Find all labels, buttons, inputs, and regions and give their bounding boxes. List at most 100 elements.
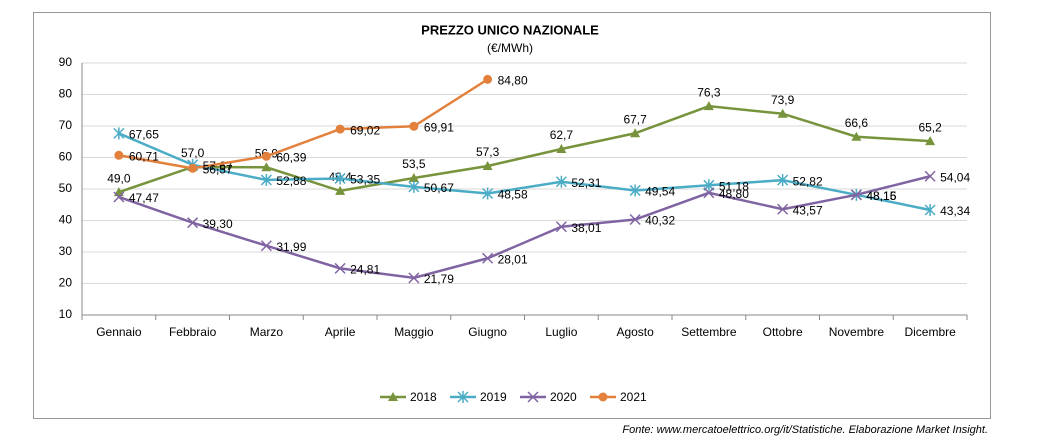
marker [113, 191, 125, 203]
marker [482, 187, 494, 200]
marker [261, 151, 271, 161]
data-label: 21,79 [424, 272, 454, 286]
data-label: 48,16 [866, 189, 896, 203]
y-tick-label: 90 [59, 55, 73, 69]
x-tick-label: Marzo [250, 325, 284, 339]
legend-label: 2018 [410, 390, 437, 404]
marker [924, 203, 936, 216]
marker [335, 124, 345, 134]
marker [334, 172, 346, 185]
data-label: 84,80 [498, 74, 528, 88]
data-label: 40,32 [645, 214, 675, 228]
y-tick-label: 50 [59, 181, 73, 195]
marker [260, 240, 272, 252]
marker [483, 74, 493, 84]
data-label: 76,3 [697, 85, 721, 99]
marker [482, 161, 493, 171]
x-tick-label: Settembre [681, 325, 737, 339]
legend-item: 2021 [590, 390, 647, 404]
data-label: 54,04 [940, 170, 970, 184]
marker [335, 185, 346, 195]
source-note: Fonte: www.mercatoelettrico.org/it/Stati… [622, 424, 988, 436]
data-label: 51,18 [719, 179, 749, 193]
marker [555, 175, 567, 188]
data-label: 43,34 [940, 204, 970, 218]
data-label: 60,39 [276, 150, 306, 164]
data-label: 67,65 [129, 128, 159, 142]
data-label: 48,80 [719, 187, 749, 201]
data-label: 57,3 [476, 145, 500, 159]
marker [388, 392, 398, 401]
data-label: 43,57 [793, 203, 823, 217]
chart-title: PREZZO UNICO NAZIONALE [421, 22, 599, 37]
x-tick-label: Ottobre [763, 325, 803, 339]
data-label: 49,54 [645, 185, 675, 199]
data-label: 52,31 [571, 176, 601, 190]
marker [851, 131, 862, 141]
marker [261, 162, 272, 172]
data-label: 39,30 [203, 217, 233, 231]
legend-label: 2020 [550, 390, 577, 404]
data-label: 62,7 [550, 128, 574, 142]
marker [457, 391, 469, 403]
data-label: 24,81 [350, 263, 380, 277]
marker [630, 128, 641, 138]
marker [408, 180, 420, 193]
data-label: 49,0 [107, 171, 131, 185]
data-label: 69,91 [424, 120, 454, 134]
marker [187, 217, 199, 229]
marker [334, 262, 346, 274]
marker [629, 184, 641, 197]
marker [113, 127, 125, 140]
y-tick-label: 40 [59, 213, 73, 227]
marker [527, 391, 539, 403]
x-tick-label: Novembre [829, 325, 885, 339]
marker [925, 136, 936, 146]
marker [850, 189, 862, 201]
marker [114, 150, 124, 160]
y-tick-label: 10 [59, 307, 73, 321]
marker [188, 163, 198, 173]
legend-item: 2018 [380, 390, 437, 404]
data-label: 69,02 [350, 123, 380, 137]
marker [556, 143, 567, 153]
legend-label: 2021 [620, 390, 647, 404]
series-line [118, 78, 489, 170]
marker [777, 108, 788, 118]
chart-border [33, 12, 991, 419]
y-tick-label: 70 [59, 118, 73, 132]
data-label: 28,01 [498, 252, 528, 266]
data-label: 65,2 [918, 120, 942, 134]
y-tick-label: 30 [59, 244, 73, 258]
marker [260, 173, 272, 186]
data-label: 31,99 [276, 240, 306, 254]
data-label: 50,67 [424, 181, 454, 195]
data-label: 47,47 [129, 191, 159, 205]
data-label: 52,82 [793, 174, 823, 188]
series-line [118, 175, 931, 280]
marker [555, 221, 567, 233]
data-label: 56,57 [203, 162, 233, 176]
legend-item: 2020 [520, 390, 577, 404]
x-tick-label: Luglio [545, 325, 577, 339]
data-label: 66,6 [845, 116, 869, 130]
data-label: 53,35 [350, 173, 380, 187]
x-tick-label: Gennaio [96, 325, 142, 339]
marker [629, 213, 641, 226]
data-label: 48,15 [866, 189, 896, 203]
data-label: 52,88 [276, 174, 306, 188]
marker [703, 101, 714, 111]
x-tick-label: Febbraio [169, 325, 217, 339]
series-line [118, 104, 931, 194]
marker [482, 252, 494, 264]
marker [777, 174, 789, 187]
x-tick-label: Agosto [616, 325, 654, 339]
data-label: 60,71 [129, 149, 159, 163]
marker [598, 392, 608, 402]
data-label: 48,58 [498, 188, 528, 202]
y-tick-label: 20 [59, 276, 73, 290]
marker [408, 172, 419, 182]
x-tick-label: Maggio [394, 325, 434, 339]
